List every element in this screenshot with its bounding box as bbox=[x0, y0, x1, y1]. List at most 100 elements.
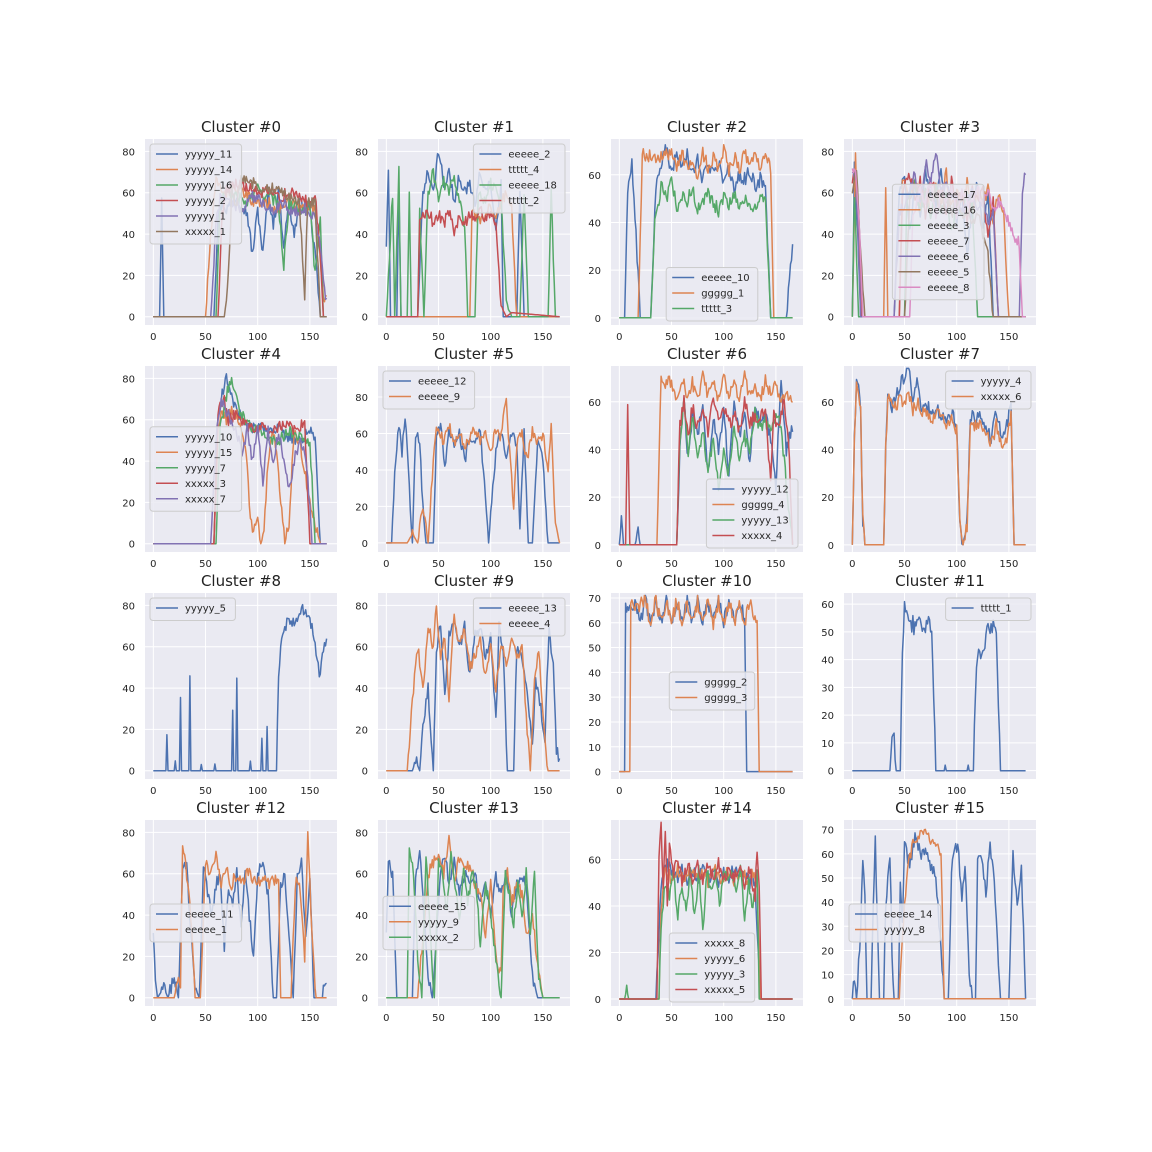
y-tick-label: 80 bbox=[355, 147, 368, 158]
chart-title: Cluster #3 bbox=[900, 118, 980, 136]
x-tick-label: 100 bbox=[248, 559, 267, 570]
legend: yyyyy_12 ggggg_4 yyyyy_13 xxxxx_4 bbox=[705, 478, 799, 549]
chart-title: Cluster #5 bbox=[434, 345, 514, 363]
series-line-xxxxx_6 bbox=[851, 381, 1026, 546]
legend-entry: eeeee_18 bbox=[508, 181, 557, 192]
legend-box bbox=[705, 478, 799, 549]
chart-title: Cluster #12 bbox=[196, 799, 286, 817]
x-tick-label: 150 bbox=[999, 332, 1018, 343]
legend-entry: xxxxx_4 bbox=[741, 531, 782, 542]
x-tick-label: 50 bbox=[432, 1013, 445, 1024]
legend: xxxxx_8 yyyyy_6 yyyyy_3 xxxxx_5 bbox=[668, 932, 756, 1003]
x-tick-label: 100 bbox=[481, 1013, 500, 1024]
series-line-ttttt_1 bbox=[852, 600, 1026, 772]
series-line-yyyyy_5 bbox=[153, 603, 328, 772]
x-tick-label: 0 bbox=[616, 332, 622, 343]
chart-title: Cluster #1 bbox=[434, 118, 514, 136]
subplot-cluster-6: 0 50 100 150 0 20 40 60 Cluster #6 yyyyy_12 ggggg_… bbox=[588, 345, 803, 570]
y-tick-label: 0 bbox=[828, 313, 834, 324]
legend-entry: yyyyy_11 bbox=[185, 150, 232, 161]
x-tick-label: 0 bbox=[849, 786, 855, 797]
y-tick-label: 80 bbox=[355, 393, 368, 404]
legend-entry: xxxxx_6 bbox=[981, 392, 1022, 403]
series-line-eeeee_12 bbox=[386, 418, 560, 544]
subplot-cluster-5: 0 50 100 150 0 20 40 60 80 Cluster #5 eeeee_12eeee… bbox=[355, 345, 570, 570]
legend: eeeee_17 eeeee_16 eeeee_3 eeeee_7 eeeee_6eee… bbox=[891, 183, 985, 301]
x-tick-label: 150 bbox=[533, 1013, 552, 1024]
y-tick-label: 60 bbox=[355, 189, 368, 200]
chart-title: Cluster #2 bbox=[667, 118, 747, 136]
x-tick-label: 0 bbox=[383, 332, 389, 343]
legend: yyyyy_4 xxxxx_6 bbox=[945, 370, 1032, 410]
y-tick-label: 30 bbox=[588, 693, 601, 704]
x-tick-label: 50 bbox=[665, 786, 678, 797]
y-tick-label: 20 bbox=[355, 952, 368, 963]
y-tick-label: 60 bbox=[588, 856, 601, 867]
subplot-cluster-9: 0 50 100 150 0 20 40 60 80 Cluster #9 eeeee_13eeee… bbox=[355, 572, 570, 797]
y-tick-label: 20 bbox=[122, 952, 135, 963]
x-tick-label: 150 bbox=[533, 332, 552, 343]
series-lines bbox=[386, 397, 561, 544]
x-tick-label: 50 bbox=[898, 1013, 911, 1024]
x-tick-label: 50 bbox=[898, 559, 911, 570]
x-tick-label: 50 bbox=[199, 786, 212, 797]
series-lines bbox=[386, 605, 561, 772]
series-lines bbox=[153, 603, 328, 772]
legend-entry: ggggg_4 bbox=[741, 500, 784, 511]
legend-box bbox=[945, 597, 1032, 621]
y-tick-label: 20 bbox=[588, 949, 601, 960]
x-tick-label: 0 bbox=[849, 559, 855, 570]
x-tick-label: 150 bbox=[766, 559, 785, 570]
y-tick-label: 30 bbox=[821, 922, 834, 933]
series-line-ggggg_3 bbox=[619, 594, 793, 773]
y-tick-label: 60 bbox=[588, 171, 601, 182]
series-lines bbox=[618, 370, 794, 546]
x-tick-label: 0 bbox=[150, 559, 156, 570]
y-tick-label: 0 bbox=[362, 313, 368, 324]
y-tick-label: 0 bbox=[828, 995, 834, 1006]
legend-entry: ttttt_3 bbox=[701, 304, 732, 315]
y-tick-label: 0 bbox=[595, 768, 601, 779]
y-tick-label: 40 bbox=[588, 445, 601, 456]
y-tick-label: 70 bbox=[821, 826, 834, 837]
legend: yyyyy_11 yyyyy_14 yyyyy_16 yyyyy_2 yyyyy_1xx… bbox=[149, 143, 243, 245]
chart-title: Cluster #14 bbox=[662, 799, 752, 817]
y-tick-label: 40 bbox=[588, 668, 601, 679]
x-tick-label: 100 bbox=[947, 559, 966, 570]
x-tick-label: 50 bbox=[665, 559, 678, 570]
legend-entry: yyyyy_1 bbox=[185, 212, 226, 223]
plot-area bbox=[145, 593, 337, 779]
series-line-eeeee_4 bbox=[386, 605, 560, 772]
legend-entry: eeeee_11 bbox=[185, 910, 234, 921]
y-tick-label: 0 bbox=[129, 313, 135, 324]
legend: eeeee_10 ggggg_1 ttttt_3 bbox=[665, 267, 759, 322]
x-tick-label: 50 bbox=[665, 1013, 678, 1024]
y-tick-label: 0 bbox=[362, 994, 368, 1005]
y-tick-label: 40 bbox=[122, 684, 135, 695]
y-tick-label: 50 bbox=[588, 644, 601, 655]
legend-entry: eeeee_1 bbox=[185, 925, 227, 936]
y-tick-label: 0 bbox=[362, 539, 368, 550]
legend-entry: eeeee_2 bbox=[508, 150, 550, 161]
subplot-cluster-14: 0 50 100 150 0 20 40 60 Cluster #14 xxxxx_8 yyyyy_… bbox=[588, 799, 803, 1024]
legend-entry: ttttt_1 bbox=[981, 604, 1012, 615]
y-tick-label: 40 bbox=[122, 230, 135, 241]
x-tick-label: 0 bbox=[849, 1013, 855, 1024]
chart-title: Cluster #8 bbox=[201, 572, 281, 590]
y-tick-label: 60 bbox=[355, 429, 368, 440]
series-line-eeeee_9 bbox=[386, 397, 561, 544]
chart-title: Cluster #13 bbox=[429, 799, 519, 817]
x-tick-label: 50 bbox=[199, 1013, 212, 1024]
y-tick-label: 60 bbox=[122, 870, 135, 881]
series-lines bbox=[619, 821, 793, 1000]
y-tick-label: 80 bbox=[355, 601, 368, 612]
y-tick-label: 60 bbox=[122, 189, 135, 200]
y-tick-label: 60 bbox=[821, 600, 834, 611]
series-lines bbox=[851, 152, 1027, 318]
legend-entry: yyyyy_9 bbox=[418, 917, 459, 928]
legend-entry: ggggg_1 bbox=[701, 289, 744, 300]
y-tick-label: 10 bbox=[821, 971, 834, 982]
legend-entry: eeeee_12 bbox=[418, 377, 467, 388]
series-line-eeeee_13 bbox=[386, 620, 561, 772]
